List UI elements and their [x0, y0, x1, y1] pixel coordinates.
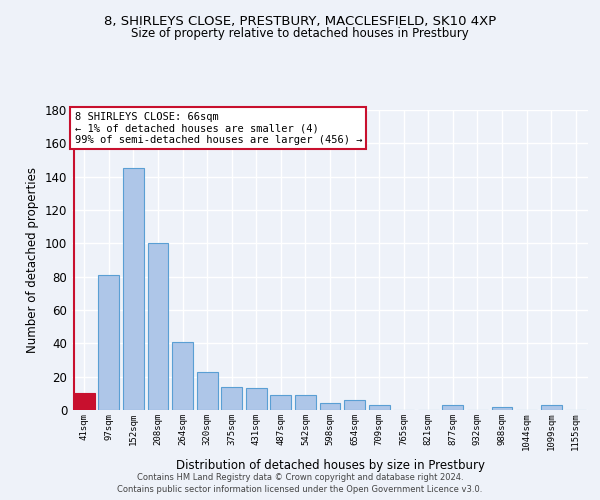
- Bar: [246, 388, 267, 410]
- X-axis label: Distribution of detached houses by size in Prestbury: Distribution of detached houses by size …: [176, 458, 485, 471]
- Bar: [74, 394, 95, 410]
- Bar: [221, 386, 242, 410]
- Bar: [442, 405, 463, 410]
- Bar: [541, 405, 562, 410]
- Bar: [368, 405, 389, 410]
- Text: 8 SHIRLEYS CLOSE: 66sqm
← 1% of detached houses are smaller (4)
99% of semi-deta: 8 SHIRLEYS CLOSE: 66sqm ← 1% of detached…: [74, 112, 362, 144]
- Bar: [491, 406, 512, 410]
- Text: Contains HM Land Registry data © Crown copyright and database right 2024.: Contains HM Land Registry data © Crown c…: [137, 473, 463, 482]
- Bar: [344, 400, 365, 410]
- Bar: [295, 395, 316, 410]
- Text: Size of property relative to detached houses in Prestbury: Size of property relative to detached ho…: [131, 28, 469, 40]
- Bar: [320, 404, 340, 410]
- Bar: [123, 168, 144, 410]
- Bar: [271, 395, 292, 410]
- Bar: [172, 342, 193, 410]
- Bar: [98, 275, 119, 410]
- Bar: [148, 244, 169, 410]
- Y-axis label: Number of detached properties: Number of detached properties: [26, 167, 39, 353]
- Bar: [197, 372, 218, 410]
- Text: 8, SHIRLEYS CLOSE, PRESTBURY, MACCLESFIELD, SK10 4XP: 8, SHIRLEYS CLOSE, PRESTBURY, MACCLESFIE…: [104, 15, 496, 28]
- Text: Contains public sector information licensed under the Open Government Licence v3: Contains public sector information licen…: [118, 484, 482, 494]
